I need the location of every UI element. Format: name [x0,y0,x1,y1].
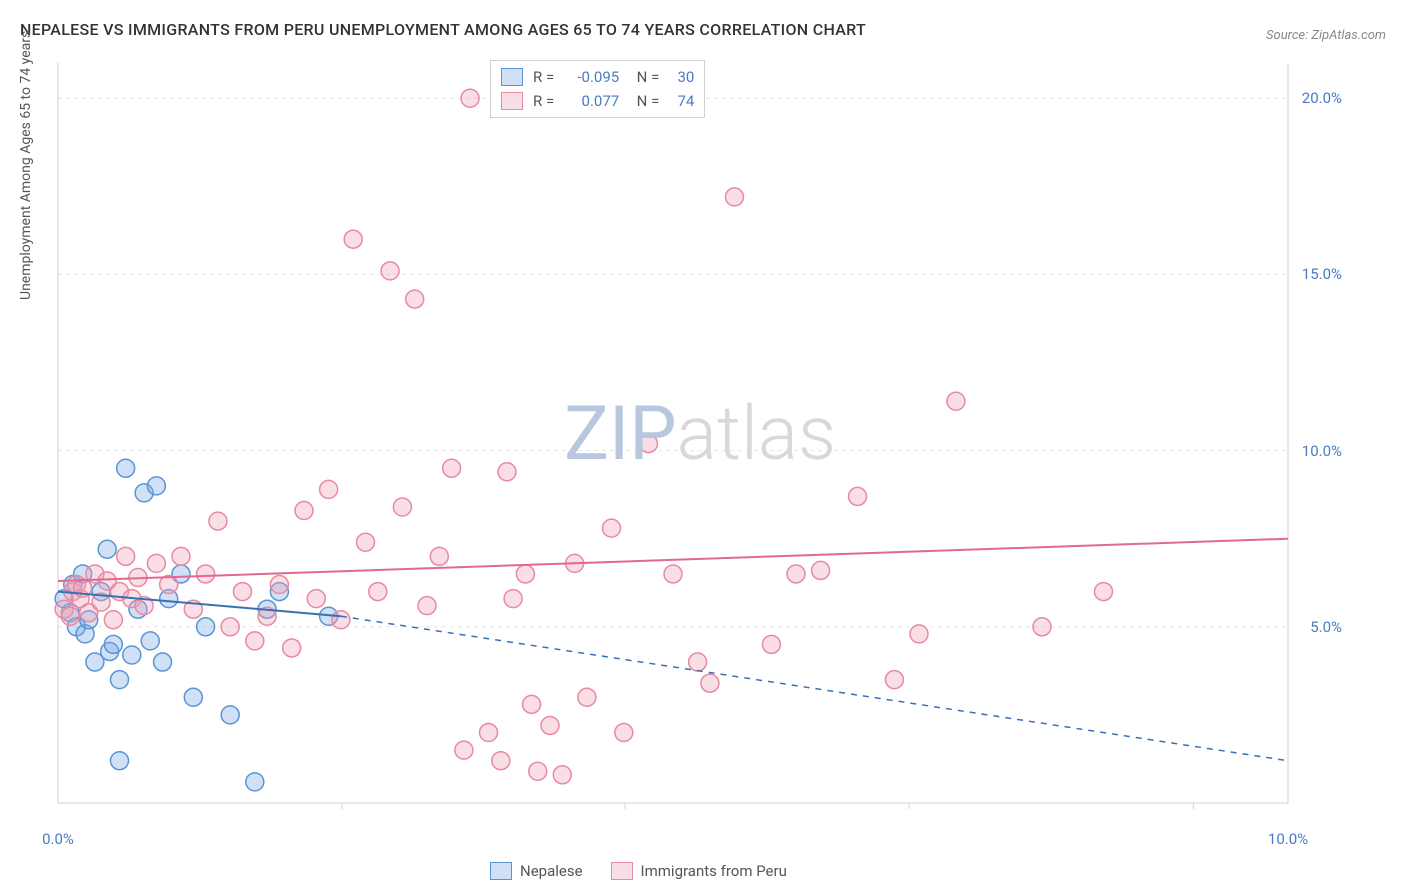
data-point [947,392,965,410]
data-point [504,590,522,608]
y-tick-label: 20.0% [1302,89,1342,107]
data-point [381,262,399,280]
data-point [307,590,325,608]
data-point [455,741,473,759]
legend-swatch [611,862,633,880]
data-point [523,695,541,713]
data-point [1033,618,1051,636]
data-point [369,583,387,601]
r-label: R = [533,92,554,110]
y-axis-label: Unemployment Among Ages 65 to 74 years [18,31,34,300]
data-point [516,565,534,583]
data-point [117,547,135,565]
data-point [111,752,129,770]
data-point [492,752,510,770]
data-point [553,766,571,784]
correlation-row: R = -0.095 N = 30 [501,65,694,89]
data-point [147,477,165,495]
data-point [61,607,79,625]
data-point [726,188,744,206]
data-point [615,724,633,742]
data-point [689,653,707,671]
data-point [221,706,239,724]
data-point [664,565,682,583]
y-tick-label: 5.0% [1310,618,1342,636]
data-point [812,561,830,579]
data-point [172,547,190,565]
n-label: N = [629,68,659,86]
data-point [141,632,159,650]
legend-label: Nepalese [520,862,583,880]
data-point [295,502,313,520]
data-point [147,554,165,572]
data-point [529,762,547,780]
data-point [603,519,621,537]
data-point [246,632,264,650]
n-value: 74 [669,92,694,110]
chart-area: ZIPatlas R = -0.095 N = 30 R = 0.077 N =… [50,55,1350,845]
data-point [406,290,424,308]
data-point [443,459,461,477]
data-point [98,540,116,558]
data-point [197,565,215,583]
data-point [639,435,657,453]
data-point [910,625,928,643]
data-point [117,459,135,477]
data-point [111,671,129,689]
data-point [221,618,239,636]
x-tick-label: 0.0% [42,830,74,848]
n-label: N = [629,92,659,110]
data-point [283,639,301,657]
data-point [209,512,227,530]
y-tick-label: 10.0% [1302,442,1342,460]
correlation-legend: R = -0.095 N = 30 R = 0.077 N = 74 [490,60,705,118]
series-legend: Nepalese Immigrants from Peru [490,862,787,880]
data-point [701,674,719,692]
data-point [787,565,805,583]
data-point [498,463,516,481]
data-point [541,716,559,734]
x-tick-label: 10.0% [1268,830,1308,848]
r-label: R = [533,68,554,86]
data-point [430,547,448,565]
legend-swatch [490,862,512,880]
legend-swatch [501,68,523,86]
data-point [344,230,362,248]
source-attribution: Source: ZipAtlas.com [1266,28,1386,43]
data-point [123,646,141,664]
legend-item: Immigrants from Peru [611,862,787,880]
data-point [320,480,338,498]
data-point [104,635,122,653]
scatter-chart-svg [50,55,1350,845]
data-point [357,533,375,551]
data-point [578,688,596,706]
chart-title: NEPALESE VS IMMIGRANTS FROM PERU UNEMPLO… [20,20,866,39]
data-point [393,498,411,516]
data-point [885,671,903,689]
legend-label: Immigrants from Peru [641,862,787,880]
legend-swatch [501,92,523,110]
legend-item: Nepalese [490,862,583,880]
data-point [480,724,498,742]
data-point [849,487,867,505]
data-point [270,576,288,594]
r-value: 0.077 [564,92,619,110]
data-point [234,583,252,601]
data-point [154,653,172,671]
data-point [184,688,202,706]
data-point [197,618,215,636]
y-tick-label: 15.0% [1302,265,1342,283]
r-value: -0.095 [564,68,619,86]
data-point [104,611,122,629]
data-point [246,773,264,791]
n-value: 30 [669,68,694,86]
data-point [1095,583,1113,601]
data-point [461,89,479,107]
data-point [418,597,436,615]
data-point [332,611,350,629]
correlation-row: R = 0.077 N = 74 [501,89,694,113]
data-point [762,635,780,653]
